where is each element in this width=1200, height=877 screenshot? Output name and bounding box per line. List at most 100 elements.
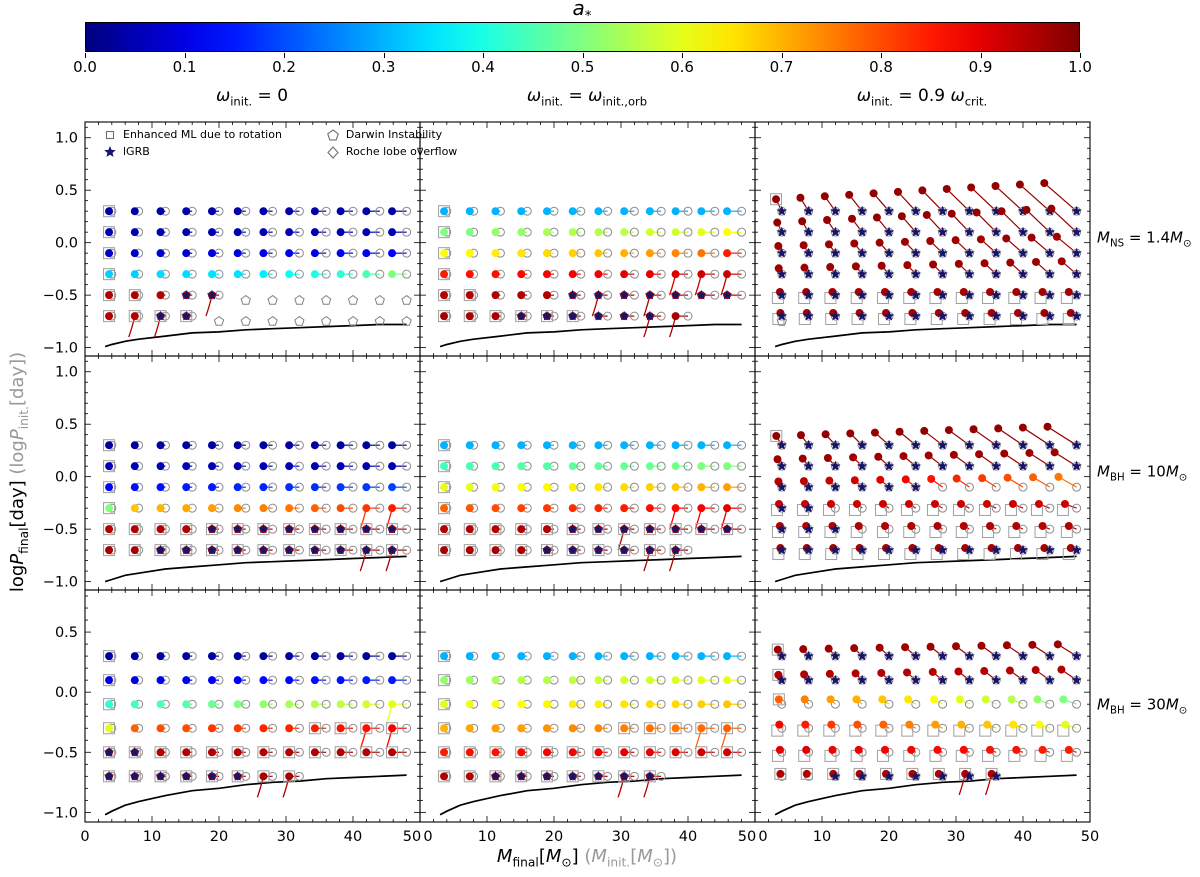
lgrb-star <box>1017 226 1029 237</box>
final-spin-point <box>130 504 139 513</box>
initial-open-circle <box>321 248 331 258</box>
initial-open-circle <box>241 699 251 709</box>
enhanced-ml-square <box>360 523 373 536</box>
initial-open-circle <box>375 545 385 555</box>
final-spin-point <box>723 462 732 471</box>
final-spin-point <box>130 676 139 685</box>
enhanced-ml-square <box>515 310 528 323</box>
final-spin-point <box>105 504 114 513</box>
lgrb-star <box>335 544 346 555</box>
final-spin-point <box>285 249 294 258</box>
final-spin-point <box>1034 499 1043 508</box>
y-tick-label: 0.5 <box>55 625 78 641</box>
final-spin-point <box>517 748 526 757</box>
final-spin-point <box>967 183 976 192</box>
final-spin-point <box>465 772 474 781</box>
initial-open-circle <box>629 545 639 555</box>
enhanced-ml-square <box>489 310 502 323</box>
final-spin-point <box>774 242 783 251</box>
darwin-pentagon <box>401 315 412 326</box>
lgrb-star <box>857 544 868 555</box>
final-spin-point <box>388 441 397 450</box>
initial-open-circle <box>576 699 586 709</box>
final-spin-point <box>951 236 960 245</box>
minimum-period-curve <box>104 555 407 583</box>
panel-axes-1-1 <box>419 355 756 591</box>
final-spin-point <box>723 676 732 685</box>
final-spin-point <box>1064 521 1073 530</box>
lgrb-star <box>619 770 630 781</box>
final-spin-point <box>972 208 981 217</box>
final-spin-point <box>1043 422 1052 431</box>
enhanced-ml-square <box>643 722 656 735</box>
final-spin-point <box>1057 665 1066 674</box>
initial-open-circle <box>1045 723 1055 733</box>
enhanced-ml-square <box>959 767 972 780</box>
final-spin-point <box>440 462 449 471</box>
lgrb-star <box>1044 226 1055 237</box>
lgrb-star <box>857 226 868 237</box>
final-spin-point <box>901 643 910 652</box>
darwin-pentagon <box>240 315 251 326</box>
final-spin-point <box>799 645 808 654</box>
final-spin-point <box>130 249 139 258</box>
final-spin-point <box>259 462 268 471</box>
legend-label: Roche lobe overflow <box>345 145 458 158</box>
enhanced-ml-square <box>932 767 945 780</box>
final-spin-point <box>105 700 114 709</box>
label-segment: = 0 <box>252 86 289 106</box>
label-segment: M <box>1097 228 1110 247</box>
final-spin-point <box>156 504 165 513</box>
x-tick-label: 10 <box>478 829 496 845</box>
lgrb-star <box>644 523 656 534</box>
enhanced-ml-square <box>540 544 553 557</box>
label-segment: P <box>7 429 29 441</box>
label-segment: final <box>16 527 31 554</box>
lgrb-star <box>284 523 295 534</box>
final-spin-point <box>723 504 732 513</box>
lgrb-star <box>181 289 192 300</box>
lgrb-star <box>776 268 787 279</box>
final-spin-point <box>233 724 242 733</box>
final-spin-point <box>233 676 242 685</box>
x-tick-label: 20 <box>210 829 228 845</box>
final-spin-point <box>465 228 474 237</box>
final-spin-point <box>310 483 319 492</box>
final-spin-point <box>671 748 680 757</box>
row-label-mns: MNS = 1.4M⊙ <box>1097 229 1192 250</box>
label-segment: ⊙ <box>1178 472 1188 484</box>
lgrb-star <box>258 544 269 555</box>
initial-open-circle <box>1045 699 1055 709</box>
final-spin-point <box>105 546 114 555</box>
x-tick-label: 30 <box>612 829 630 845</box>
lgrb-star <box>361 523 372 534</box>
final-spin-point <box>465 748 474 757</box>
final-spin-point <box>285 748 294 757</box>
enhanced-ml-square <box>566 310 579 323</box>
initial-open-circle <box>710 675 720 685</box>
initial-open-circle <box>656 461 666 471</box>
enhanced-ml-square <box>103 650 116 663</box>
final-spin-point <box>465 504 474 513</box>
lgrb-star <box>937 205 948 216</box>
final-spin-point <box>517 462 526 471</box>
colorbar-tick <box>980 53 982 58</box>
evolution-track-line <box>1001 210 1024 233</box>
final-spin-point <box>620 249 629 258</box>
darwin-pentagon <box>321 294 332 305</box>
final-spin-point <box>105 483 114 492</box>
enhanced-ml-square <box>592 746 605 759</box>
final-spin-point <box>336 748 345 757</box>
final-spin-point <box>259 483 268 492</box>
final-spin-point <box>620 441 629 450</box>
initial-open-circle <box>402 699 412 709</box>
initial-open-circle <box>603 440 613 450</box>
initial-open-circle <box>348 524 358 534</box>
lgrb-star <box>991 544 1002 555</box>
initial-open-circle <box>737 227 747 237</box>
initial-open-circle <box>321 269 331 279</box>
enhanced-ml-square <box>438 698 451 711</box>
final-spin-point <box>465 525 474 534</box>
lgrb-star <box>830 544 841 555</box>
enhanced-ml-square <box>103 770 116 783</box>
